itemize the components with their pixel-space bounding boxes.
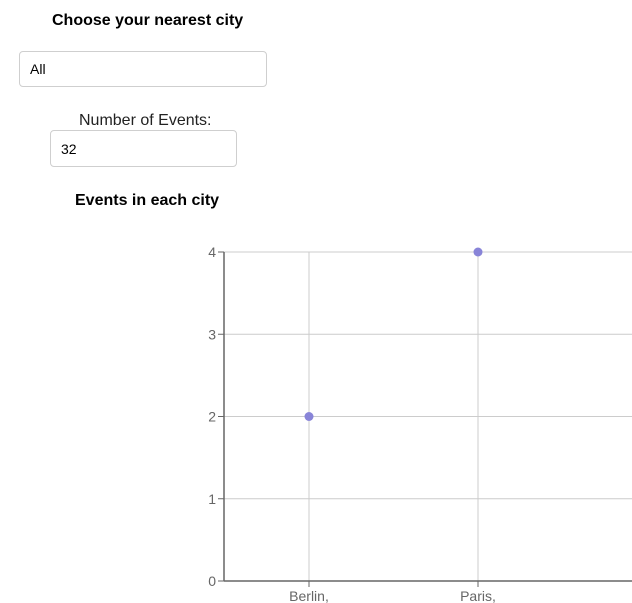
y-tick-label: 0: [208, 573, 216, 589]
chart-heading: Events in each city: [75, 192, 220, 209]
city-filter-heading: Choose your nearest city: [52, 12, 244, 29]
number-of-events-input[interactable]: [50, 130, 237, 167]
x-tick-label: Paris,: [460, 588, 496, 603]
y-tick-label: 2: [208, 409, 216, 425]
y-tick-label: 4: [208, 244, 216, 260]
data-point: [473, 247, 483, 257]
city-search-input[interactable]: [19, 51, 267, 87]
number-of-events-label: Number of Events:: [79, 112, 212, 129]
x-tick-label: Berlin,: [289, 588, 329, 603]
y-tick-label: 3: [208, 326, 216, 342]
data-point: [304, 412, 314, 421]
y-tick-label: 1: [208, 491, 216, 507]
